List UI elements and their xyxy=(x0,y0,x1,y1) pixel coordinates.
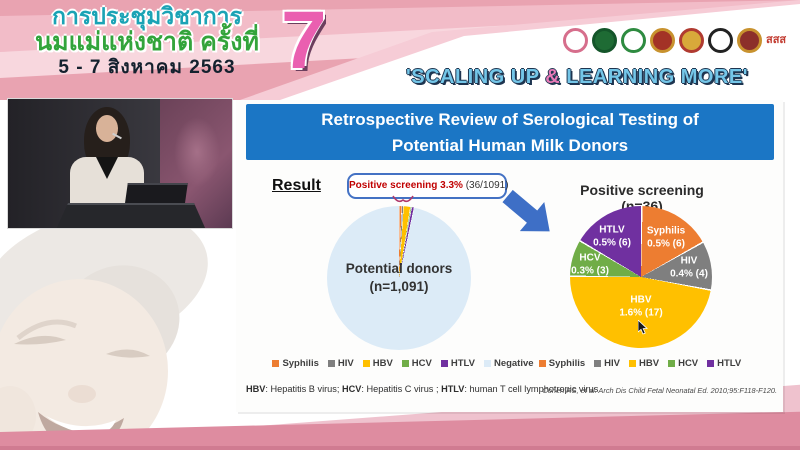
mother-child-pink-logo xyxy=(563,28,588,53)
conference-title-line2: นมแม่แห่งชาติ ครั้งที่ xyxy=(35,27,259,56)
sss-logo: สสส xyxy=(766,34,787,46)
red-gold-temple-logo xyxy=(650,28,675,53)
slogan-text: 'SCALING UP xyxy=(405,66,546,88)
legend-item-htlv: HTLV xyxy=(707,358,741,369)
legend-swatch xyxy=(272,360,280,367)
pie-slice-label-hiv: HIV 0.4% (4) xyxy=(670,255,708,280)
donors-pie-label: Potential donors (n=1,091) xyxy=(327,260,471,295)
legend-item-hbv: HBV xyxy=(362,358,393,369)
legend-swatch xyxy=(440,360,448,367)
legend-item-htlv: HTLV xyxy=(440,358,475,369)
legend-item-hcv: HCV xyxy=(401,358,432,369)
legend-swatch xyxy=(668,360,676,367)
speaker-video xyxy=(7,98,233,229)
legend-swatch xyxy=(594,360,602,367)
conference-dates: 5 - 7 สิงหาคม 2563 xyxy=(58,56,236,78)
baby-photo xyxy=(0,209,240,450)
positive-legend: Syphilis HIV HBV HCV HTLV xyxy=(530,358,750,369)
gold-crest-logo xyxy=(679,28,704,53)
speaker-face xyxy=(96,115,118,142)
legend-swatch xyxy=(629,360,637,367)
slogan-ampersand: & xyxy=(545,66,561,88)
pie-slice-label-hbv: HBV 1.6% (17) xyxy=(619,294,663,319)
pie-slice-label-hcv: HCV 0.3% (3) xyxy=(571,252,609,277)
mouse-cursor-icon xyxy=(638,320,648,335)
organization-logos: สสส xyxy=(563,28,786,53)
slide-title-line2: Potential Human Milk Donors xyxy=(391,136,629,156)
presentation-slide: Retrospective Review of Serological Test… xyxy=(236,100,783,412)
legend-item-syphilis: Syphilis xyxy=(538,358,585,369)
legend-item-syphilis: Syphilis xyxy=(272,358,319,369)
legend-swatch xyxy=(362,360,370,367)
legend-item-hiv: HIV xyxy=(594,358,620,369)
callout-detail: (36/1091) xyxy=(462,180,509,191)
legend-swatch xyxy=(483,360,491,367)
positive-screening-callout: Positive screening 3.3% (36/1091) xyxy=(347,173,509,199)
bottom-band-strip xyxy=(0,446,800,450)
donors-legend: Syphilis HIV HBV HCV HTLV Negative xyxy=(242,358,564,369)
green-seal-logo xyxy=(592,28,617,53)
legend-swatch xyxy=(707,360,715,367)
conference-slogan: 'SCALING UP & LEARNING MORE' xyxy=(370,66,784,89)
legend-item-hiv: HIV xyxy=(327,358,354,369)
callout-highlight: Positive screening 3.3% xyxy=(349,180,463,191)
donors-label-line2: (n=1,091) xyxy=(369,278,429,294)
donors-pie-chart xyxy=(327,206,471,350)
pie-slice-label-syphilis: Syphilis 0.5% (6) xyxy=(646,225,686,250)
slide-title: Retrospective Review of Serological Test… xyxy=(246,104,774,160)
green-ring-logo xyxy=(621,28,646,53)
podium xyxy=(56,203,206,228)
legend-swatch xyxy=(327,360,335,367)
legend-item-hcv: HCV xyxy=(668,358,698,369)
arrow-icon xyxy=(502,189,550,232)
legend-swatch xyxy=(401,360,409,367)
legend-swatch xyxy=(538,360,546,367)
slogan-text: LEARNING MORE' xyxy=(560,66,749,88)
callout-brace xyxy=(392,195,414,203)
dark-red-crest-logo xyxy=(737,28,762,53)
projection-glow xyxy=(174,117,220,187)
legend-item-negative: Negative xyxy=(483,358,534,369)
abbreviation-footnote: HBV: Hepatitis B virus; HCV: Hepatitis C… xyxy=(246,384,599,394)
conference-title: การประชุมวิชาการ นมแม่แห่งชาติ ครั้งที่ … xyxy=(8,4,286,78)
pie-slice-label-htlv: HTLV 0.5% (6) xyxy=(593,224,631,249)
edition-number: 7 xyxy=(281,0,327,86)
slide-title-line1: Retrospective Review of Serological Test… xyxy=(321,110,699,129)
black-emblem-logo xyxy=(708,28,733,53)
donors-label-line1: Potential donors xyxy=(345,261,453,276)
result-label: Result xyxy=(272,177,321,194)
legend-item-hbv: HBV xyxy=(629,358,659,369)
conference-title-line1: การประชุมวิชาการ xyxy=(52,3,242,29)
conference-banner: การประชุมวิชาการ นมแม่แห่งชาติ ครั้งที่ … xyxy=(0,0,800,100)
citation: Cohen RS, et al. Arch Dis Child Fetal Ne… xyxy=(542,386,777,395)
